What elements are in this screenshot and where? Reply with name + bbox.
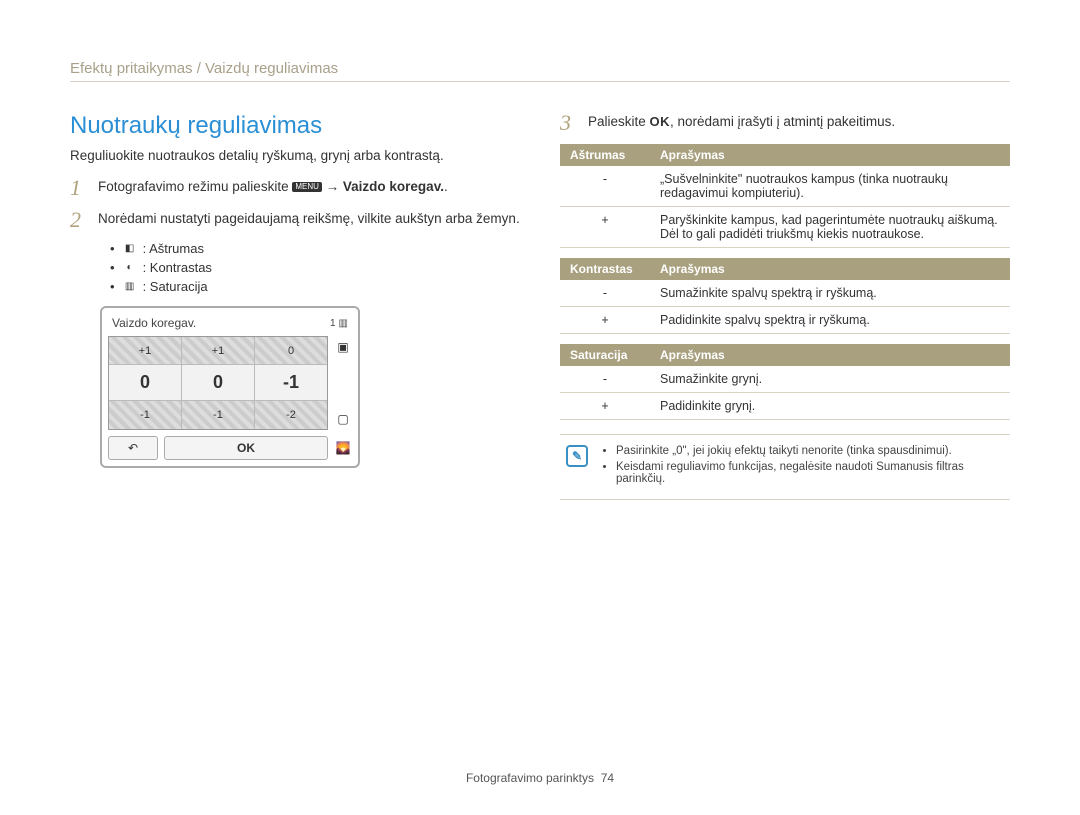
grid-cell-active[interactable]: 0: [182, 365, 255, 400]
td-sign: -: [560, 166, 650, 207]
step3-post: , norėdami įrašyti į atmintį pakeitimus.: [670, 114, 895, 129]
mode-icon: ▣: [337, 340, 348, 354]
contrast-table: Kontrastas Aprašymas - Sumažinkite spalv…: [560, 258, 1010, 334]
grid-cell[interactable]: -1: [109, 401, 182, 429]
grid-cell[interactable]: +1: [109, 337, 182, 364]
td-desc: Paryškinkite kampus, kad pagerintumėte n…: [650, 207, 1010, 248]
footer-label: Fotografavimo parinktys: [466, 771, 594, 785]
step2-text: Norėdami nustatyti pageidaujamą reikšmę,…: [98, 209, 520, 229]
grid-cell-active[interactable]: -1: [255, 365, 327, 400]
grid-cell[interactable]: 0: [255, 337, 327, 364]
battery-count: 1: [330, 318, 336, 329]
back-button[interactable]: ↶: [108, 436, 158, 460]
contrast-icon: ◐: [123, 261, 137, 275]
th-param: Kontrastas: [560, 258, 650, 280]
adjustment-grid: +1 +1 0 0 0 -1 -1 -1 -2: [108, 336, 328, 430]
menu-icon: MENU: [292, 182, 322, 192]
step3-pre: Palieskite: [588, 114, 650, 129]
step-2: 2 Norėdami nustatyti pageidaujamą reikšm…: [70, 209, 520, 231]
list-item: ◧ : Aštrumas: [110, 241, 520, 256]
step1-bold: Vaizdo koregav.: [343, 179, 444, 194]
grid-cell[interactable]: -2: [255, 401, 327, 429]
bullet-label: : Saturacija: [143, 279, 208, 294]
saturation-icon: ▥: [123, 280, 137, 294]
td-sign: -: [560, 280, 650, 307]
th-param: Aštrumas: [560, 144, 650, 166]
camera-title: Vaizdo koregav.: [112, 316, 196, 330]
page-number: 74: [601, 771, 614, 785]
ok-inline-icon: OK: [650, 114, 671, 129]
right-column: 3 Palieskite OK, norėdami įrašyti į atmi…: [560, 112, 1010, 500]
td-sign: +: [560, 393, 650, 420]
th-desc: Aprašymas: [650, 344, 1010, 366]
td-desc: Sumažinkite grynį.: [650, 366, 1010, 393]
page-title: Nuotraukų reguliavimas: [70, 112, 520, 140]
step-number: 1: [70, 177, 88, 199]
note-item: Keisdami reguliavimo funkcijas, negalėsi…: [616, 461, 1004, 485]
saturation-table: Saturacija Aprašymas - Sumažinkite grynį…: [560, 344, 1010, 420]
td-desc: Sumažinkite spalvų spektrą ir ryškumą.: [650, 280, 1010, 307]
th-desc: Aprašymas: [650, 144, 1010, 166]
grid-cell[interactable]: -1: [182, 401, 255, 429]
camera-preview: Vaizdo koregav. 1 ▥ +1 +1 0 0: [100, 306, 360, 468]
bullet-label: : Aštrumas: [143, 241, 204, 256]
step-1: 1 Fotografavimo režimu palieskite MENU →…: [70, 177, 520, 199]
ok-label: OK: [237, 441, 255, 455]
td-desc: „Sušvelninkite" nuotraukos kampus (tinka…: [650, 166, 1010, 207]
step-number: 3: [560, 112, 578, 134]
ok-button[interactable]: OK: [164, 436, 328, 460]
list-item: ▥ : Saturacija: [110, 279, 520, 294]
th-param: Saturacija: [560, 344, 650, 366]
list-item: ◐ : Kontrastas: [110, 260, 520, 275]
td-sign: -: [560, 366, 650, 393]
page-footer: Fotografavimo parinktys 74: [0, 771, 1080, 785]
td-desc: Padidinkite spalvų spektrą ir ryškumą.: [650, 307, 1010, 334]
adjustment-list: ◧ : Aštrumas ◐ : Kontrastas ▥ : Saturacija: [70, 241, 520, 294]
td-sign: +: [560, 307, 650, 334]
td-desc: Padidinkite grynį.: [650, 393, 1010, 420]
step-number: 2: [70, 209, 88, 231]
bullet-label: : Kontrastas: [143, 260, 212, 275]
th-desc: Aprašymas: [650, 258, 1010, 280]
step-3: 3 Palieskite OK, norėdami įrašyti į atmi…: [560, 112, 1010, 134]
step1-pre: Fotografavimo režimu palieskite: [98, 179, 292, 194]
left-column: Nuotraukų reguliavimas Reguliuokite nuot…: [70, 112, 520, 500]
step1-arrow: →: [322, 179, 343, 194]
grid-cell[interactable]: +1: [182, 337, 255, 364]
sharpness-table: Aštrumas Aprašymas - „Sušvelninkite" nuo…: [560, 144, 1010, 248]
grid-cell-active[interactable]: 0: [109, 365, 182, 400]
note-icon: ✎: [566, 445, 588, 467]
sharpness-icon: ◧: [123, 242, 137, 256]
preview-icon: 🌄: [334, 441, 352, 455]
note-item: Pasirinkite „0", jei jokių efektų taikyt…: [616, 445, 1004, 457]
battery-icon: ▥: [339, 318, 348, 329]
mode-icon: ▢: [337, 412, 348, 426]
step1-dots: .: [444, 179, 448, 194]
breadcrumb: Efektų pritaikymas / Vaizdų reguliavimas: [70, 60, 1010, 82]
td-sign: +: [560, 207, 650, 248]
intro-text: Reguliuokite nuotraukos detalių ryškumą,…: [70, 148, 520, 163]
note-box: ✎ Pasirinkite „0", jei jokių efektų taik…: [560, 434, 1010, 500]
